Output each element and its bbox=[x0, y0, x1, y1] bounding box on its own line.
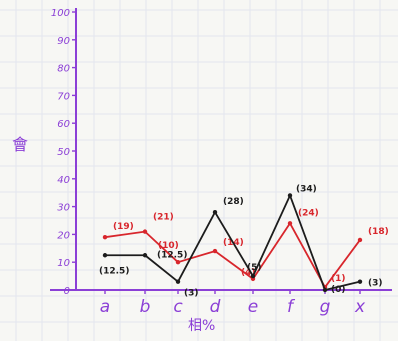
series-layer: (19)(21)(10) (14)(4)(24)(1)(18)(12.5)(12.… bbox=[99, 184, 389, 298]
data-point bbox=[142, 229, 148, 234]
y-tick-label: 100 bbox=[51, 8, 70, 19]
data-point bbox=[287, 193, 293, 198]
y-tick-labels: 0 10 20 30 40 50 60 70 80 90 100 bbox=[51, 8, 76, 297]
data-label: (12.5) bbox=[157, 250, 187, 260]
data-label: (19) bbox=[113, 222, 134, 232]
y-tick-label: 90 bbox=[57, 36, 70, 47]
y-axis-label: 會 bbox=[12, 135, 28, 154]
x-tick-label: g bbox=[320, 297, 331, 317]
data-label: (18) bbox=[368, 227, 389, 237]
x-tick-label: f bbox=[287, 297, 296, 317]
data-label: (10) bbox=[158, 241, 179, 251]
x-tick-label: e bbox=[248, 297, 258, 317]
data-label: (4) bbox=[241, 268, 256, 278]
data-label: (3) bbox=[368, 279, 383, 289]
data-point bbox=[322, 287, 328, 293]
data-label: (0) bbox=[331, 285, 346, 295]
data-label: (28) bbox=[223, 197, 244, 207]
data-label: (1) bbox=[331, 274, 346, 284]
data-label: (12.5) bbox=[99, 266, 129, 276]
x-tick-label: x bbox=[354, 297, 366, 317]
axes bbox=[50, 8, 392, 291]
data-point bbox=[102, 253, 108, 258]
y-tick-label: 50 bbox=[57, 147, 70, 158]
data-point bbox=[287, 221, 293, 226]
data-point bbox=[175, 260, 181, 265]
data-point bbox=[357, 279, 363, 284]
y-tick-label: 60 bbox=[57, 119, 70, 130]
data-point bbox=[102, 234, 108, 240]
data-label: (3) bbox=[184, 289, 199, 299]
y-tick-label: 20 bbox=[57, 230, 70, 241]
data-label: (5) bbox=[247, 263, 262, 273]
y-tick-label: 40 bbox=[57, 175, 70, 186]
data-point bbox=[212, 248, 218, 254]
x-axis-label: 相% bbox=[188, 318, 215, 334]
data-label: (21) bbox=[153, 213, 174, 223]
x-tick-label: c bbox=[173, 297, 183, 317]
y-tick-label: 10 bbox=[57, 258, 70, 269]
x-tick-label: a bbox=[100, 297, 110, 317]
data-point bbox=[175, 279, 181, 284]
series-1: (12.5) (12.5) (3) (28) (5) (34) (0) (3) bbox=[99, 184, 383, 298]
data-point bbox=[357, 237, 363, 243]
y-tick-label: 80 bbox=[57, 64, 70, 75]
x-tick-label: b bbox=[140, 297, 151, 317]
y-tick-label: 30 bbox=[57, 203, 70, 214]
data-label: (34) bbox=[296, 184, 317, 194]
data-point bbox=[250, 273, 256, 279]
series-line-1 bbox=[105, 194, 361, 291]
data-point bbox=[142, 253, 148, 258]
y-tick-label: 0 bbox=[64, 286, 70, 297]
data-label: (24) bbox=[298, 208, 319, 218]
y-tick-label: 70 bbox=[57, 91, 70, 102]
x-tick-label: d bbox=[210, 297, 221, 317]
data-point bbox=[212, 209, 218, 215]
